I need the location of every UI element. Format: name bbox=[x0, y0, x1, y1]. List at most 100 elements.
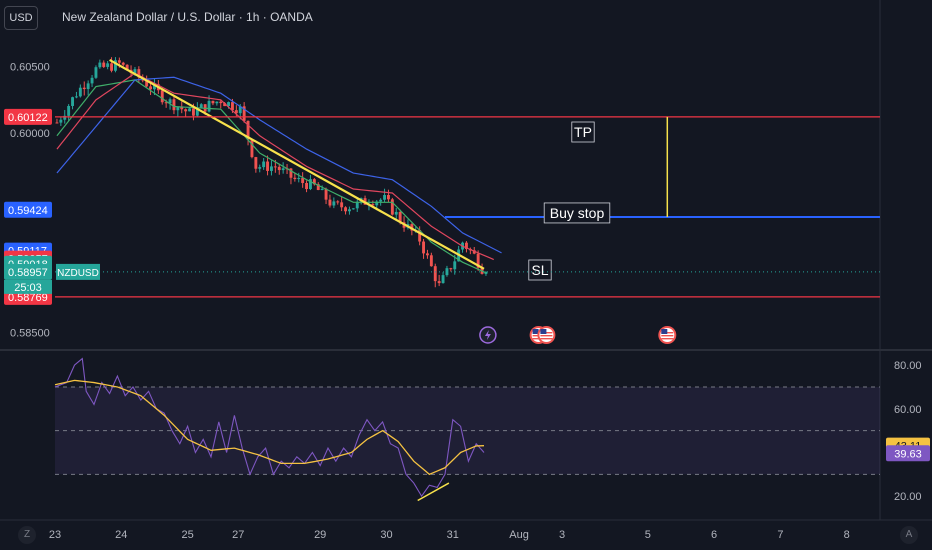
candle-body bbox=[67, 105, 71, 116]
candle-body bbox=[219, 101, 223, 104]
candle-body bbox=[211, 100, 215, 104]
candle-body bbox=[301, 178, 305, 184]
candle-body bbox=[153, 84, 156, 90]
time-tick-label: 6 bbox=[711, 529, 717, 541]
candle-body bbox=[387, 195, 390, 200]
svg-text:0.59424: 0.59424 bbox=[8, 205, 48, 217]
candle-body bbox=[355, 201, 359, 209]
time-tick-label: 24 bbox=[115, 529, 127, 541]
rsi-tick-label: 20.00 bbox=[894, 491, 922, 503]
candle-body bbox=[238, 106, 242, 114]
candle-body bbox=[281, 168, 285, 171]
chart-title: New Zealand Dollar / U.S. Dollar · 1h · … bbox=[62, 10, 313, 24]
candle-body bbox=[145, 80, 149, 87]
candle-body bbox=[340, 202, 344, 208]
time-tick-label: Aug bbox=[509, 529, 529, 541]
trendline bbox=[109, 58, 485, 270]
candle-body bbox=[328, 199, 332, 206]
candle-body bbox=[215, 101, 219, 104]
candle-body bbox=[433, 266, 437, 282]
candle-body bbox=[223, 103, 227, 107]
time-tick-label: 23 bbox=[49, 529, 61, 541]
candle-body bbox=[465, 242, 468, 249]
timezone-button[interactable]: Z bbox=[18, 526, 36, 544]
candle-body bbox=[137, 69, 141, 78]
candle-body bbox=[75, 96, 78, 98]
candle-body bbox=[234, 110, 238, 114]
svg-text:0.58957: 0.58957 bbox=[8, 267, 48, 279]
candle-body bbox=[160, 90, 164, 103]
candle-body bbox=[418, 230, 422, 242]
svg-text:TP: TP bbox=[574, 124, 592, 140]
candle-body bbox=[262, 161, 266, 168]
candle-body bbox=[176, 107, 180, 111]
auto-scale-button[interactable]: A bbox=[900, 526, 918, 544]
candle-body bbox=[184, 109, 188, 112]
time-tick-label: 30 bbox=[380, 529, 392, 541]
candle-body bbox=[344, 207, 347, 212]
candle-body bbox=[277, 166, 281, 171]
svg-text:0.60122: 0.60122 bbox=[8, 112, 48, 124]
candle-body bbox=[484, 271, 488, 274]
candle-body bbox=[98, 62, 102, 68]
candle-body bbox=[94, 67, 98, 78]
candle-body bbox=[312, 179, 316, 185]
candle-body bbox=[121, 62, 125, 65]
candle-body bbox=[78, 87, 82, 97]
rsi-tick-label: 60.00 bbox=[894, 404, 922, 416]
candle-body bbox=[231, 102, 234, 111]
candle-body bbox=[90, 77, 94, 84]
candle-body bbox=[476, 253, 480, 268]
currency-button[interactable]: USD bbox=[4, 6, 38, 30]
candle-body bbox=[453, 261, 457, 270]
svg-text:39.63: 39.63 bbox=[894, 448, 922, 460]
countdown-label: 25:03 bbox=[4, 279, 52, 294]
candle-body bbox=[207, 100, 211, 112]
rsi-line bbox=[54, 357, 485, 498]
candle-body bbox=[195, 107, 199, 116]
candle-body bbox=[180, 107, 184, 110]
candle-body bbox=[297, 178, 301, 180]
tp-label: TP bbox=[571, 121, 595, 143]
svg-text:0.58769: 0.58769 bbox=[8, 292, 48, 304]
candle-body bbox=[110, 63, 113, 71]
candle-body bbox=[371, 204, 375, 206]
candle-body bbox=[133, 69, 137, 73]
candle-body bbox=[449, 268, 453, 270]
candle-body bbox=[188, 108, 191, 112]
candle-body bbox=[55, 122, 59, 124]
time-tick-label: 25 bbox=[181, 529, 193, 541]
sl-label: SL bbox=[528, 259, 552, 281]
candle-body bbox=[316, 184, 320, 191]
candle-body bbox=[192, 108, 195, 116]
event-bolt-icon bbox=[479, 326, 497, 344]
time-tick-label: 7 bbox=[777, 529, 783, 541]
candle-body bbox=[351, 208, 355, 210]
candle-body bbox=[125, 64, 129, 70]
candle-body bbox=[258, 167, 262, 169]
candle-body bbox=[273, 166, 277, 168]
svg-text:NZDUSD: NZDUSD bbox=[57, 268, 99, 279]
candle-body bbox=[106, 63, 110, 67]
rsi-value-label: 39.63 bbox=[886, 445, 930, 462]
candle-body bbox=[59, 119, 63, 123]
event-us-flag-icon-3 bbox=[658, 326, 677, 344]
svg-text:SL: SL bbox=[531, 262, 548, 278]
candle-body bbox=[266, 161, 269, 171]
candle-body bbox=[250, 139, 254, 158]
time-tick-label: 5 bbox=[645, 529, 651, 541]
candle-body bbox=[246, 120, 250, 140]
candle-body bbox=[437, 281, 441, 284]
candle-body bbox=[309, 179, 312, 190]
candle-body bbox=[199, 104, 203, 108]
svg-text:Buy stop: Buy stop bbox=[550, 205, 605, 221]
candle-body bbox=[114, 60, 117, 71]
price-tick-label: 0.60000 bbox=[10, 128, 50, 140]
candle-body bbox=[71, 97, 74, 106]
candle-body bbox=[441, 275, 445, 284]
candle-body bbox=[394, 211, 398, 215]
candle-body bbox=[390, 199, 394, 215]
moving-average-line-3 bbox=[56, 76, 502, 254]
